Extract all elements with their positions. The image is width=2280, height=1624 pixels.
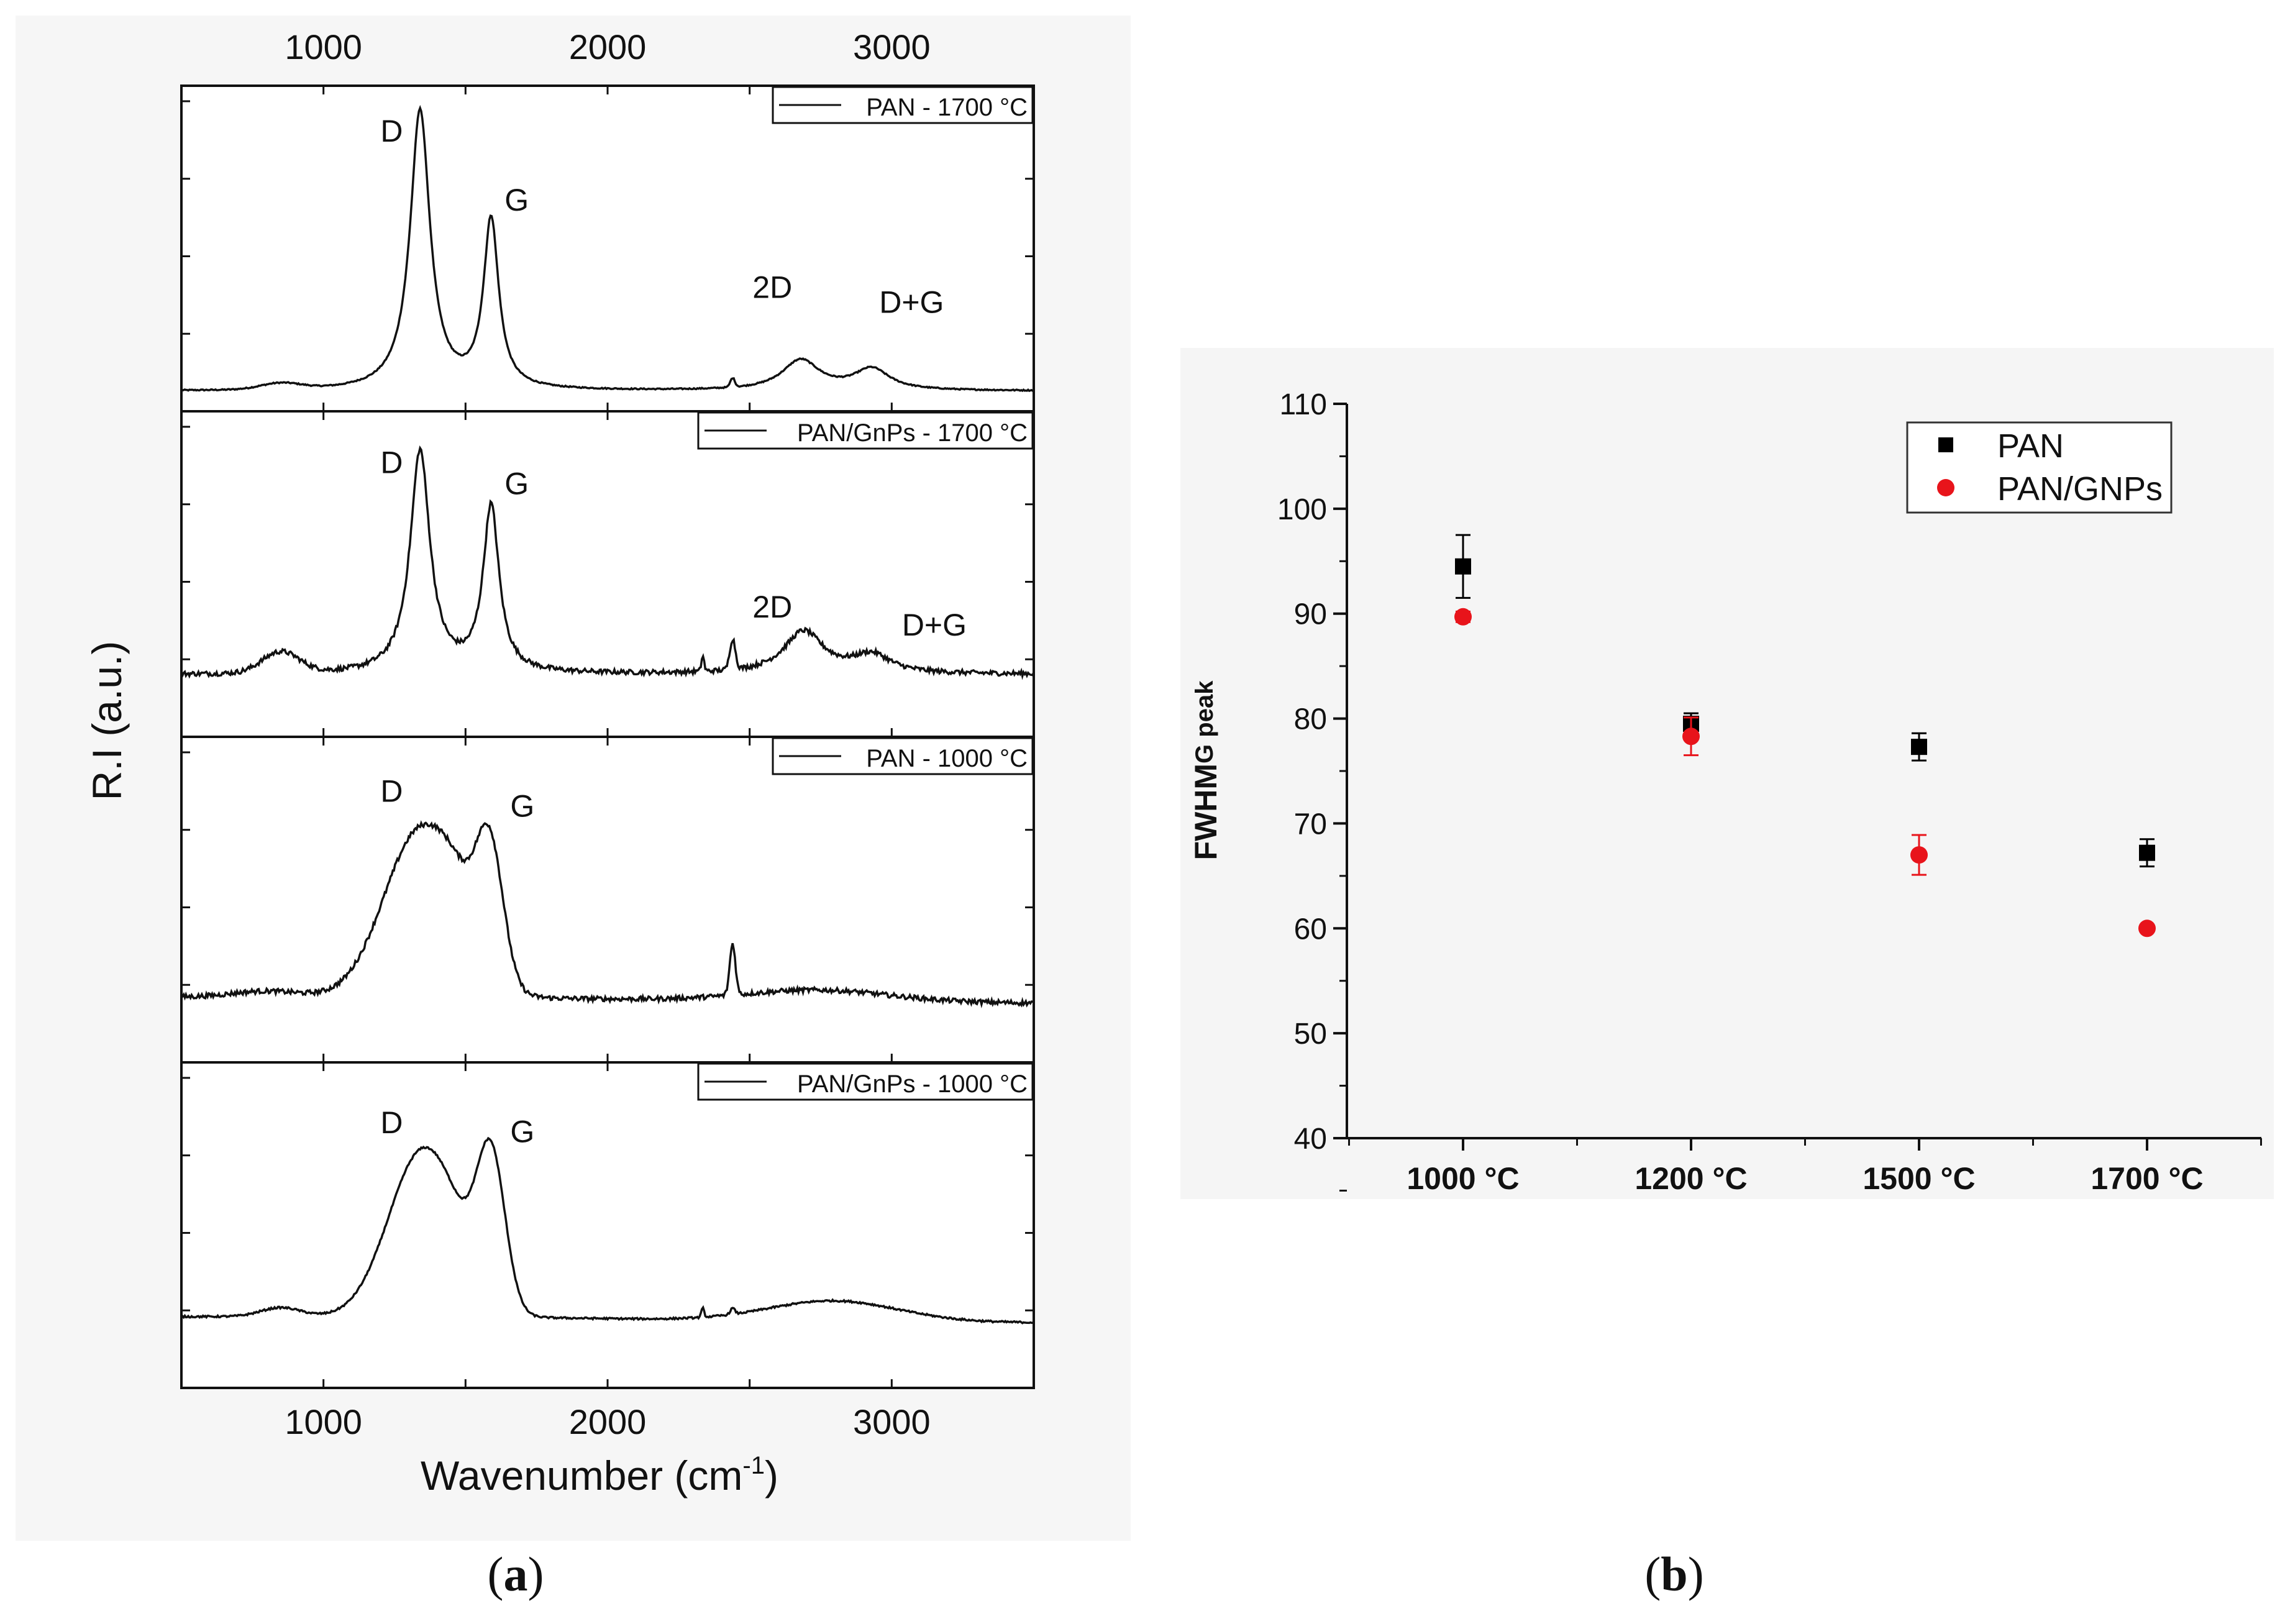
subplot-frame (180, 410, 1035, 738)
data-point (1455, 534, 1471, 599)
spectrum-line (181, 104, 1034, 393)
legend-circle-marker (1937, 479, 1954, 496)
spectrum-legend: PAN - 1000 °C (772, 737, 1034, 775)
panel-b-caption: (b) (1644, 1547, 1703, 1601)
legend-label: PAN - 1000 °C (866, 745, 1028, 772)
spectrum-legend: PAN - 1700 °C (772, 86, 1034, 124)
x-tick-label: 1500 °C (1863, 1161, 1975, 1196)
y-tick-label: 60 (1294, 913, 1327, 946)
spectrum-subplot: PAN - 1000 °C D G (180, 736, 1035, 1064)
top-x-tick-labels: 1000 2000 3000 (285, 27, 930, 66)
pan-gnps-marker (2138, 919, 2156, 937)
y-tick-label: 80 (1294, 703, 1327, 736)
data-point (1910, 834, 1928, 876)
data-point (2138, 919, 2156, 937)
spectrum-legend: PAN/GnPs - 1700 °C (697, 411, 1034, 450)
subplot-frame (180, 736, 1035, 1064)
y-axis-title: R.I (a.u.) (84, 641, 130, 801)
x-tick-label: 1200 °C (1635, 1161, 1747, 1196)
legend-label: PAN - 1700 °C (866, 94, 1028, 121)
fwhm-axes: 40 50 60 70 80 90 100 110 1000 °C 1200 °C 1500 °C 1… (1277, 388, 2262, 1196)
spectrum-subplot: PAN/GnPs - 1000 °C D G (180, 1061, 1035, 1389)
peak-label: G (504, 183, 529, 217)
peak-label: G (510, 1114, 534, 1149)
legend-label: PAN/GnPs - 1700 °C (797, 419, 1028, 447)
peak-label: D (380, 445, 403, 480)
peak-label: D+G (902, 608, 967, 642)
spectrum-subplot: PAN - 1700 °C D G 2D D+G (180, 84, 1035, 413)
y-tick-label: 90 (1294, 598, 1327, 631)
spectrum-legend: PAN/GnPs - 1000 °C (697, 1062, 1034, 1101)
y-tick-label: 70 (1294, 808, 1327, 841)
legend-square-marker (1938, 437, 1953, 452)
spectra-subplots: PAN - 1700 °C D G 2D D+G PAN/GnPs - 1700 °C D G… (180, 84, 1035, 1389)
data-point (1682, 716, 1700, 757)
spectrum-subplot: PAN/GnPs - 1700 °C D G 2D D+G (180, 410, 1035, 738)
bottom-x-tick-label: 2000 (569, 1402, 647, 1441)
data-point (1911, 732, 1927, 762)
panel-a-spectra: 1000 2000 3000 1000 2000 3000 PAN - 1700 °C D… (84, 27, 1035, 1499)
spectrum-line (180, 445, 1035, 680)
pan-marker (1911, 739, 1927, 755)
x-tick-label: 1000 °C (1407, 1161, 1519, 1196)
legend: PAN PAN/GNPs (1906, 421, 2173, 514)
peak-label: D+G (879, 285, 944, 320)
subplot-frame (180, 1061, 1035, 1389)
bottom-x-tick-label: 3000 (853, 1402, 931, 1441)
fwhm-data-points (1454, 534, 2156, 937)
panel-a-caption: (a) (488, 1547, 544, 1601)
spectrum-line (181, 1136, 1034, 1325)
legend-label-pan: PAN (1997, 427, 2064, 465)
panel-b-fwhm-chart: 40 50 60 70 80 90 100 110 1000 °C 1200 °C 1500 °C 1… (1188, 388, 2262, 1196)
legend-label-pan-gnps: PAN/GNPs (1997, 470, 2163, 508)
y-tick-label: 50 (1294, 1018, 1327, 1051)
y-tick-label: 100 (1277, 493, 1327, 526)
x-tick-label: 1700 °C (2091, 1161, 2203, 1196)
peak-label: G (510, 788, 534, 823)
y-axis-title: FWHMG peak (1188, 680, 1223, 860)
bottom-x-tick-labels: 1000 2000 3000 (285, 1402, 930, 1441)
peak-label: 2D (752, 270, 792, 304)
peak-label: D (380, 114, 403, 148)
pan-gnps-marker (1910, 846, 1928, 864)
peak-label: D (380, 773, 403, 808)
top-x-tick-label: 1000 (285, 27, 362, 66)
pan-gnps-marker (1682, 728, 1700, 746)
top-x-tick-label: 3000 (853, 27, 931, 66)
y-tick-label: 110 (1279, 388, 1327, 421)
subplot-frame (180, 84, 1035, 413)
legend-label: PAN/GnPs - 1000 °C (797, 1070, 1028, 1098)
pan-marker (2139, 844, 2155, 861)
data-point (2139, 838, 2155, 868)
pan-gnps-marker (1454, 608, 1472, 626)
spectrum-line (180, 820, 1034, 1008)
y-tick-label: 40 (1294, 1123, 1327, 1156)
peak-label: 2D (752, 590, 792, 624)
peak-label: D (380, 1105, 403, 1140)
pan-marker (1455, 558, 1471, 575)
bottom-x-tick-label: 1000 (285, 1402, 362, 1441)
data-point (1454, 608, 1472, 626)
top-x-tick-label: 2000 (569, 27, 647, 66)
x-axis-title: Wavenumber (cm-1) (421, 1452, 778, 1499)
peak-label: G (504, 466, 529, 501)
